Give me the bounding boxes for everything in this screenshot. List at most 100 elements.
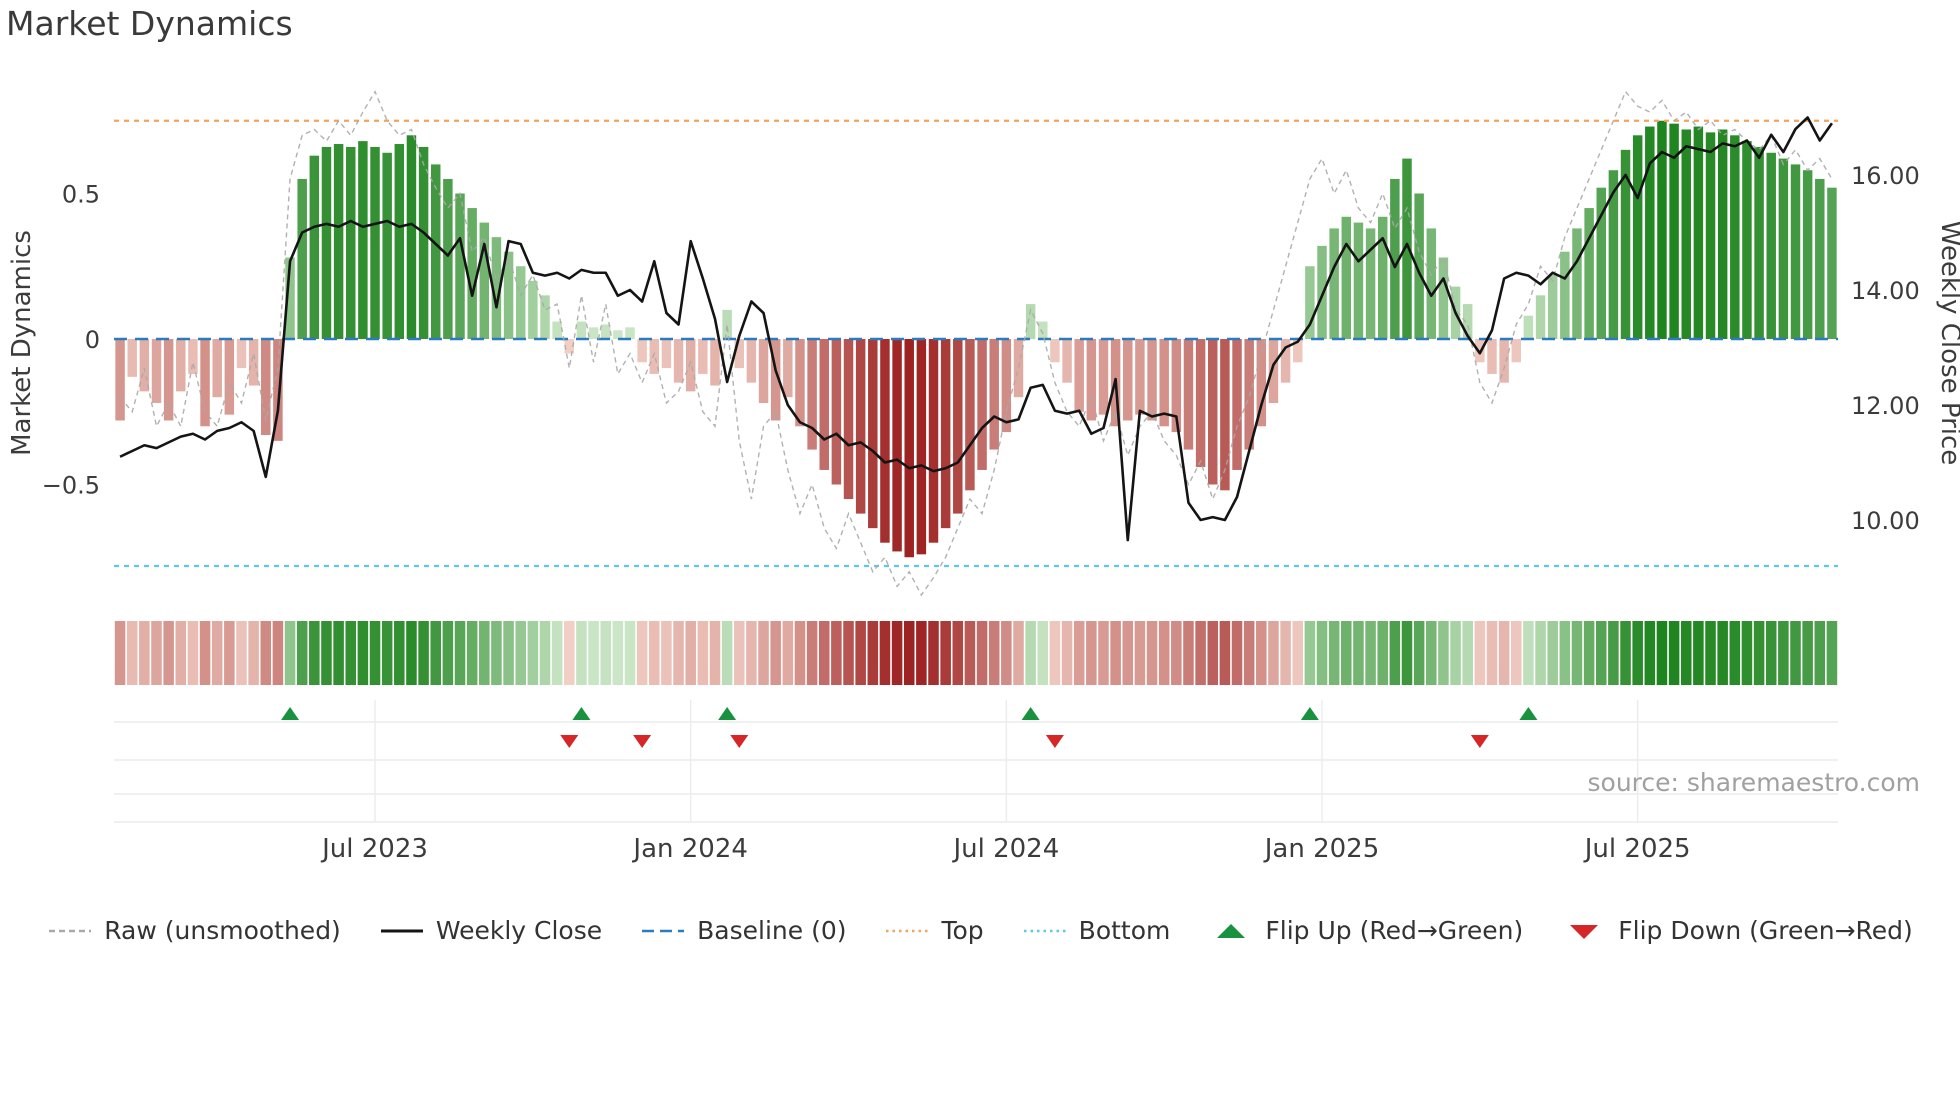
osc-bar — [1632, 135, 1643, 339]
osc-bar — [734, 339, 744, 369]
osc-bar — [989, 339, 999, 450]
legend-label-flip-down: Flip Down (Green→Red) — [1618, 916, 1913, 945]
legend-label-flip-up: Flip Up (Red→Green) — [1265, 916, 1524, 945]
osc-bar — [382, 152, 392, 339]
heat-cell — [345, 621, 357, 685]
flip-up-marker — [718, 707, 737, 720]
osc-bar — [188, 339, 198, 374]
heat-cell — [976, 621, 988, 685]
osc-bar — [1487, 339, 1497, 374]
heat-cell — [1231, 621, 1243, 685]
weekly-close-legend-icon — [380, 929, 423, 932]
heat-cell — [1171, 621, 1182, 685]
osc-bar — [1292, 339, 1303, 363]
osc-bar — [1754, 146, 1764, 339]
legend-item-baseline: Baseline (0) — [640, 916, 846, 945]
heat-cell — [1765, 621, 1777, 685]
heat-cell — [1001, 621, 1012, 685]
osc-bar — [1414, 193, 1424, 339]
heat-cell — [600, 621, 611, 685]
heat-cell — [1498, 621, 1510, 685]
heat-cell — [1438, 621, 1449, 685]
heat-cell — [1620, 621, 1631, 685]
heat-cell — [746, 621, 757, 685]
heat-cell — [1413, 621, 1425, 685]
osc-bar — [455, 193, 465, 339]
osc-bar — [297, 178, 307, 339]
heat-cell — [1389, 621, 1401, 685]
left-axis-title: Market Dynamics — [7, 230, 37, 456]
osc-bar — [248, 339, 259, 386]
heat-cell — [794, 621, 806, 685]
heat-cell — [685, 621, 696, 685]
heat-cell — [1790, 621, 1801, 685]
heat-cell — [818, 621, 830, 685]
oscillator-bars — [115, 120, 1837, 558]
heat-cell — [952, 621, 964, 685]
osc-bar — [965, 339, 975, 491]
osc-bar — [309, 155, 320, 339]
heat-cell — [1292, 621, 1304, 685]
flip-down-marker — [1470, 735, 1489, 748]
osc-bar — [358, 141, 368, 339]
heat-cell — [782, 621, 794, 685]
osc-bar — [928, 339, 939, 543]
legend-item-flip-down: Flip Down (Green→Red) — [1561, 916, 1913, 945]
osc-bar — [346, 146, 356, 339]
osc-bar — [1523, 315, 1534, 339]
osc-bar — [770, 339, 781, 421]
osc-bar — [1001, 339, 1012, 433]
heat-cell — [636, 621, 648, 685]
osc-bar — [746, 339, 757, 383]
flip-down-marker — [730, 735, 749, 748]
heat-cell — [418, 621, 429, 685]
osc-bar — [977, 339, 987, 470]
heat-cell — [1037, 621, 1049, 685]
heat-cell — [1680, 621, 1692, 685]
heat-cell — [1717, 621, 1728, 685]
flip-up-markers — [281, 707, 1538, 720]
osc-bar — [637, 339, 647, 363]
heat-cell — [1061, 621, 1073, 685]
heat-cell — [1826, 621, 1838, 685]
osc-bar — [333, 144, 344, 339]
heat-cell — [673, 621, 684, 685]
heat-cell — [1158, 621, 1170, 685]
osc-bar — [1705, 132, 1716, 339]
osc-bar — [1511, 339, 1522, 363]
marker-panel-grid — [114, 700, 1838, 823]
osc-bar — [1013, 339, 1024, 398]
heat-cell — [733, 621, 745, 685]
heat-cell — [1183, 621, 1194, 685]
osc-bar — [1353, 222, 1364, 339]
osc-bar — [1657, 120, 1667, 339]
heat-cell — [1073, 621, 1085, 685]
osc-bar — [1135, 339, 1145, 415]
heat-cell — [661, 621, 672, 685]
legend-item-weekly-close: Weekly Close — [379, 916, 602, 945]
heat-cell — [333, 621, 344, 685]
osc-bar — [1086, 339, 1097, 421]
heat-cell — [539, 621, 551, 685]
heat-cell — [758, 621, 769, 685]
heat-cell — [1656, 621, 1668, 685]
osc-bar — [916, 339, 927, 555]
heat-cell — [709, 621, 721, 685]
legend: Raw (unsmoothed) Weekly Close Baseline (0)… — [0, 916, 1960, 945]
osc-bar — [1038, 321, 1048, 339]
left-tick-label: −0.5 — [42, 472, 100, 500]
x-tick-label: Jan 2024 — [631, 834, 748, 864]
osc-bar — [1462, 304, 1473, 339]
osc-bar — [1159, 339, 1169, 427]
heat-cell — [903, 621, 915, 685]
heat-cell — [1450, 621, 1461, 685]
osc-bar — [685, 339, 696, 392]
osc-bar — [698, 339, 708, 374]
heat-cell — [151, 621, 162, 685]
osc-bar — [224, 339, 235, 415]
osc-bar — [1365, 228, 1376, 339]
heat-cell — [770, 621, 781, 685]
heat-cell — [454, 621, 466, 685]
left-tick-label: 0 — [85, 326, 100, 354]
heat-cell — [114, 621, 126, 685]
